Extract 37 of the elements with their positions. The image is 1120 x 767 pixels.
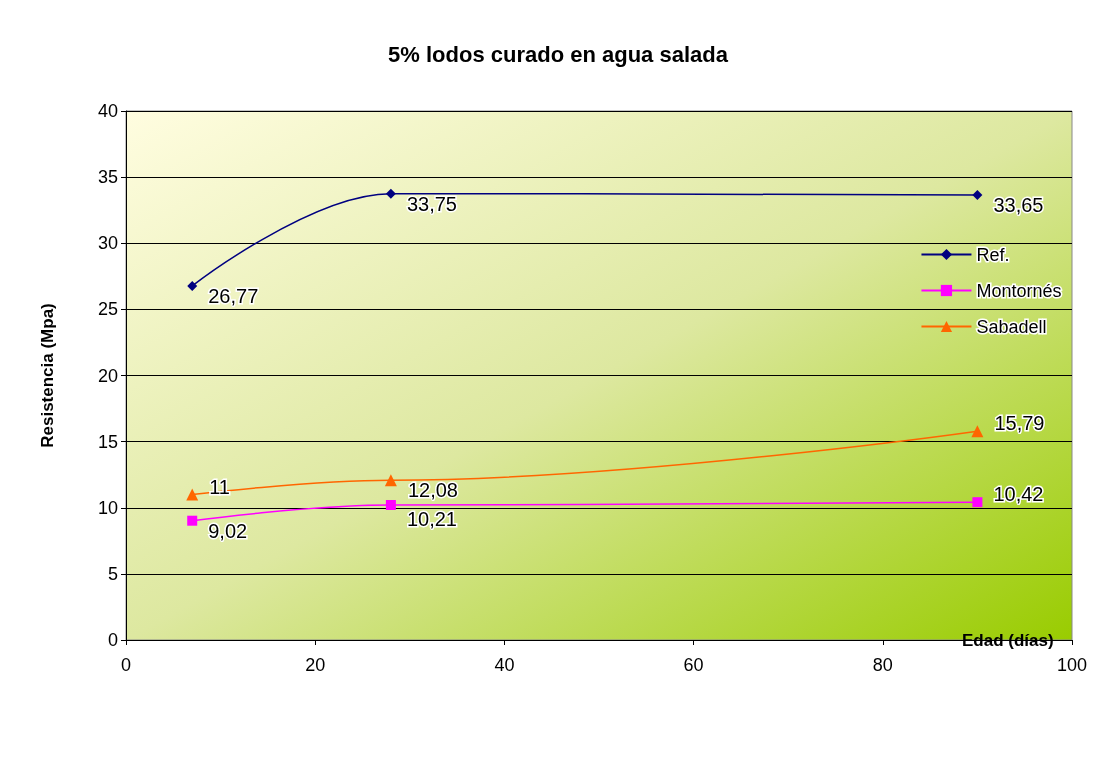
x-tick-label: 0 xyxy=(120,655,132,675)
point xyxy=(385,499,396,510)
data-label: 15,79 xyxy=(994,412,1045,435)
point xyxy=(971,425,984,438)
point xyxy=(972,189,983,200)
x-tick-label: 40 xyxy=(494,655,515,675)
y-tick-label: 40 xyxy=(97,101,118,121)
y-tick-label: 10 xyxy=(97,497,118,518)
y-axis-title: Resistencia (Mpa) xyxy=(38,303,57,448)
point xyxy=(187,515,198,526)
y-tick-label: 25 xyxy=(97,299,118,320)
x-tick-label: 20 xyxy=(305,655,326,675)
y-tick-label: 30 xyxy=(97,233,118,254)
legend-label: Sabadell xyxy=(976,316,1047,337)
y-tick-label: 20 xyxy=(97,365,118,386)
point xyxy=(385,188,396,199)
point xyxy=(384,474,397,487)
data-label: 10,21 xyxy=(406,507,457,530)
data-label: 26,77 xyxy=(208,284,259,307)
point xyxy=(187,280,198,291)
y-tick-label: 15 xyxy=(97,431,118,452)
chart-title: 5% lodos curado en agua salada xyxy=(388,41,729,67)
data-label: 9,02 xyxy=(208,519,248,542)
point xyxy=(186,488,199,501)
y-tick-label: 0 xyxy=(107,630,118,650)
y-tick-label: 5 xyxy=(107,563,118,584)
data-label: 33,75 xyxy=(406,192,457,215)
x-tick-label: 80 xyxy=(872,655,893,675)
data-label: 12,08 xyxy=(407,479,458,502)
x-tick-label: 100 xyxy=(1056,655,1088,675)
point xyxy=(972,497,983,508)
x-tick-label: 60 xyxy=(683,655,704,675)
y-tick-label: 35 xyxy=(97,167,118,188)
data-label: 33,65 xyxy=(993,193,1044,216)
legend-label: Ref. xyxy=(976,244,1010,265)
data-label: 10,42 xyxy=(993,483,1044,506)
legend-label: Montornés xyxy=(976,280,1062,301)
